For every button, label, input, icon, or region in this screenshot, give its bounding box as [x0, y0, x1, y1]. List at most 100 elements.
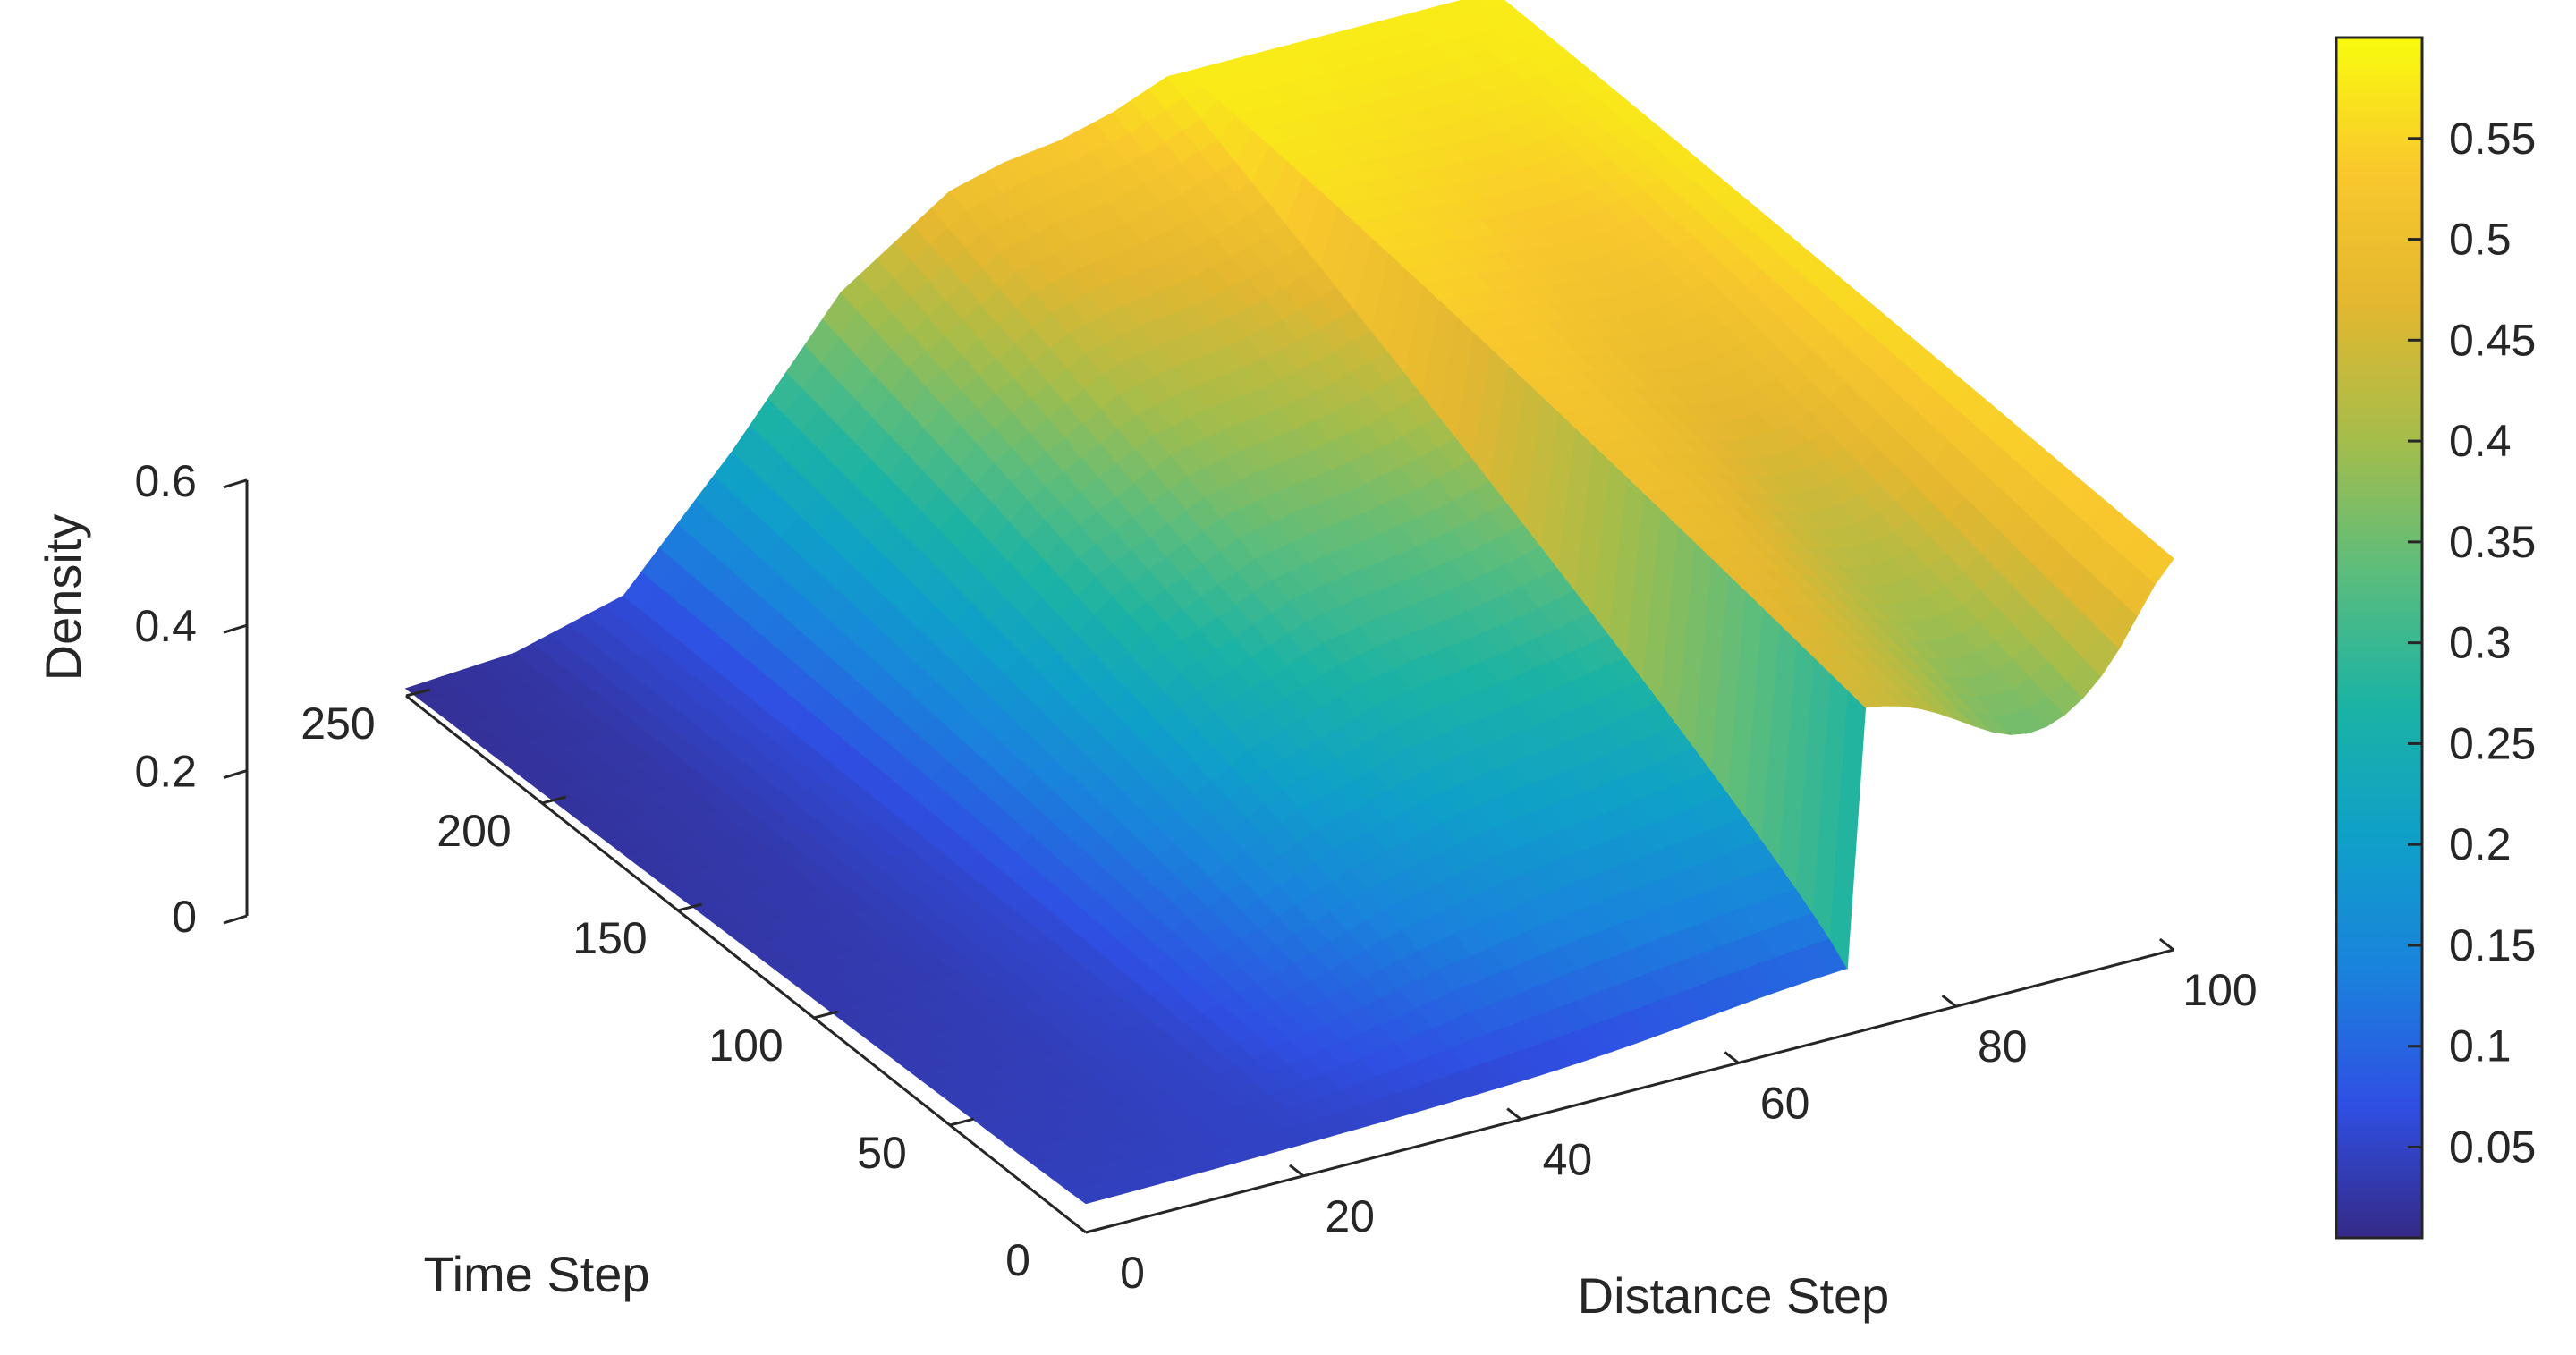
surface-front-edge: [1467, 1092, 1485, 1134]
surface-front-edge: [2064, 698, 2082, 978]
surface-front-edge: [1267, 1149, 1285, 1186]
surface-front-edge: [2083, 676, 2101, 973]
time-tick-label: 200: [436, 806, 511, 856]
distance-axis-title: Distance Step: [1578, 1267, 1890, 1324]
surface-front-edge: [1739, 999, 1757, 1063]
labels-layer: 0 20 40 60 80 100 0 50 100 150 200 250 0 0.2 0.4 0.6 Dis…: [35, 456, 2258, 1324]
surface-front-edge: [1757, 992, 1775, 1058]
time-tick: [677, 902, 703, 912]
surface-front-edge: [1448, 1097, 1466, 1139]
colorbar-tick-label: 0.15: [2449, 920, 2536, 970]
density-tick: [223, 914, 248, 925]
surface-front-edge: [1829, 968, 1847, 1039]
surface-front-edge: [2138, 584, 2156, 960]
surface-front-edge: [1249, 1154, 1267, 1190]
density-tick: [223, 769, 248, 780]
axes-layer: [223, 478, 2174, 1234]
time-tick-label: 0: [1005, 1235, 1030, 1285]
colorbar-tick-label: 0.1: [2449, 1021, 2512, 1071]
colorbar-tick-label: 0.2: [2449, 819, 2512, 869]
time-tick: [813, 1010, 839, 1020]
surface-front-edge: [1919, 708, 1937, 1016]
surface-front-edge: [1992, 732, 2010, 997]
surface-front-edge: [2029, 726, 2046, 987]
surface-front-edge: [1974, 726, 1992, 1002]
colorbar-tick-label: 0.5: [2449, 215, 2512, 265]
density-tick-label: 0.2: [134, 747, 197, 797]
surface-front-edge: [1594, 1052, 1612, 1101]
surface-front-edge: [1792, 980, 1810, 1049]
surface-front-edge: [1340, 1129, 1358, 1167]
distance-tick: [1506, 1107, 1522, 1121]
density-tick-label: 0.6: [134, 456, 197, 506]
surface-front-edge: [1485, 1087, 1503, 1129]
surface-front-edge: [1303, 1139, 1321, 1176]
surface-layer: [404, 0, 2174, 1205]
surface-front-edge: [1358, 1123, 1376, 1162]
density-tick-label: 0: [172, 892, 197, 942]
surface-front-edge: [1720, 1005, 1738, 1068]
surface-front-edge: [2101, 648, 2119, 969]
surface-front-edge: [2156, 559, 2174, 955]
surface-front-edge: [1902, 706, 1919, 1020]
time-tick-label: 100: [708, 1020, 783, 1071]
density-tick: [223, 623, 248, 634]
surface-front-edge: [1394, 1113, 1412, 1152]
surface-front-edge: [2046, 715, 2064, 983]
surface-front-edge: [1684, 1019, 1702, 1077]
surface-front-edge: [1775, 986, 1792, 1054]
time-tick-label: 50: [857, 1128, 907, 1178]
density-axis-title: Density: [35, 514, 91, 682]
distance-axis-line: [1085, 948, 2174, 1234]
surface-front-edge: [1612, 1046, 1630, 1097]
surface-front-edge: [1412, 1108, 1430, 1148]
surface-front-edge: [1884, 706, 1902, 1025]
surface-front-edge: [1956, 719, 1974, 1006]
surface-front-edge: [1430, 1103, 1448, 1143]
time-tick: [541, 795, 567, 805]
surface-front-edge: [2011, 733, 2029, 993]
colorbar-tick-label: 0.35: [2449, 517, 2536, 567]
surface-front-edge: [1630, 1038, 1648, 1091]
colorbar-tick-label: 0.4: [2449, 416, 2512, 466]
colorbar: 0.05 0.1 0.15 0.2 0.25 0.3 0.35 0.4 0.45 0.5 0.55: [2334, 36, 2536, 1240]
distance-tick: [2158, 937, 2174, 952]
surface-front-edge: [1666, 1026, 1684, 1082]
surface-front-edge: [1648, 1032, 1665, 1087]
surface-patch: [2137, 543, 2174, 585]
surface-front-edge: [1938, 713, 1956, 1011]
colorbar-tick-label: 0.55: [2449, 114, 2536, 164]
surface-front-edge: [1376, 1118, 1394, 1157]
distance-tick: [1289, 1164, 1305, 1177]
surface-front-edge: [1557, 1063, 1575, 1110]
time-axis-title: Time Step: [423, 1246, 649, 1302]
colorbar-tick-label: 0.3: [2449, 618, 2512, 668]
distance-tick-label: 80: [1978, 1021, 2028, 1071]
colorbar-rect: [2334, 36, 2424, 1240]
density-tick: [223, 478, 248, 489]
surface-front-edge: [1521, 1075, 1538, 1119]
surface-front-edge: [1811, 974, 1829, 1044]
time-tick-label: 150: [572, 913, 647, 963]
time-tick: [949, 1117, 975, 1127]
distance-tick-label: 60: [1760, 1078, 1810, 1128]
time-tick-label: 250: [301, 699, 375, 749]
surface-front-edge: [1575, 1058, 1593, 1105]
surface-front-edge: [1322, 1133, 1340, 1171]
time-tick: [1085, 1224, 1111, 1234]
colorbar-tick-label: 0.25: [2449, 718, 2536, 768]
distance-tick-label: 20: [1325, 1191, 1375, 1241]
surface-front-edge: [2119, 616, 2137, 964]
density-tick-label: 0.4: [134, 601, 197, 651]
colorbar-tick-label: 0.05: [2449, 1122, 2536, 1173]
distance-tick: [1941, 995, 1957, 1008]
time-axis-line: [405, 694, 1087, 1234]
distance-tick-label: 100: [2182, 965, 2257, 1015]
surface-front-edge: [1866, 706, 1884, 1030]
distance-tick-label: 40: [1543, 1135, 1593, 1185]
distance-tick: [1071, 1220, 1087, 1234]
distance-tick-label: 0: [1120, 1248, 1145, 1298]
colorbar-tick-label: 0.45: [2449, 315, 2536, 365]
